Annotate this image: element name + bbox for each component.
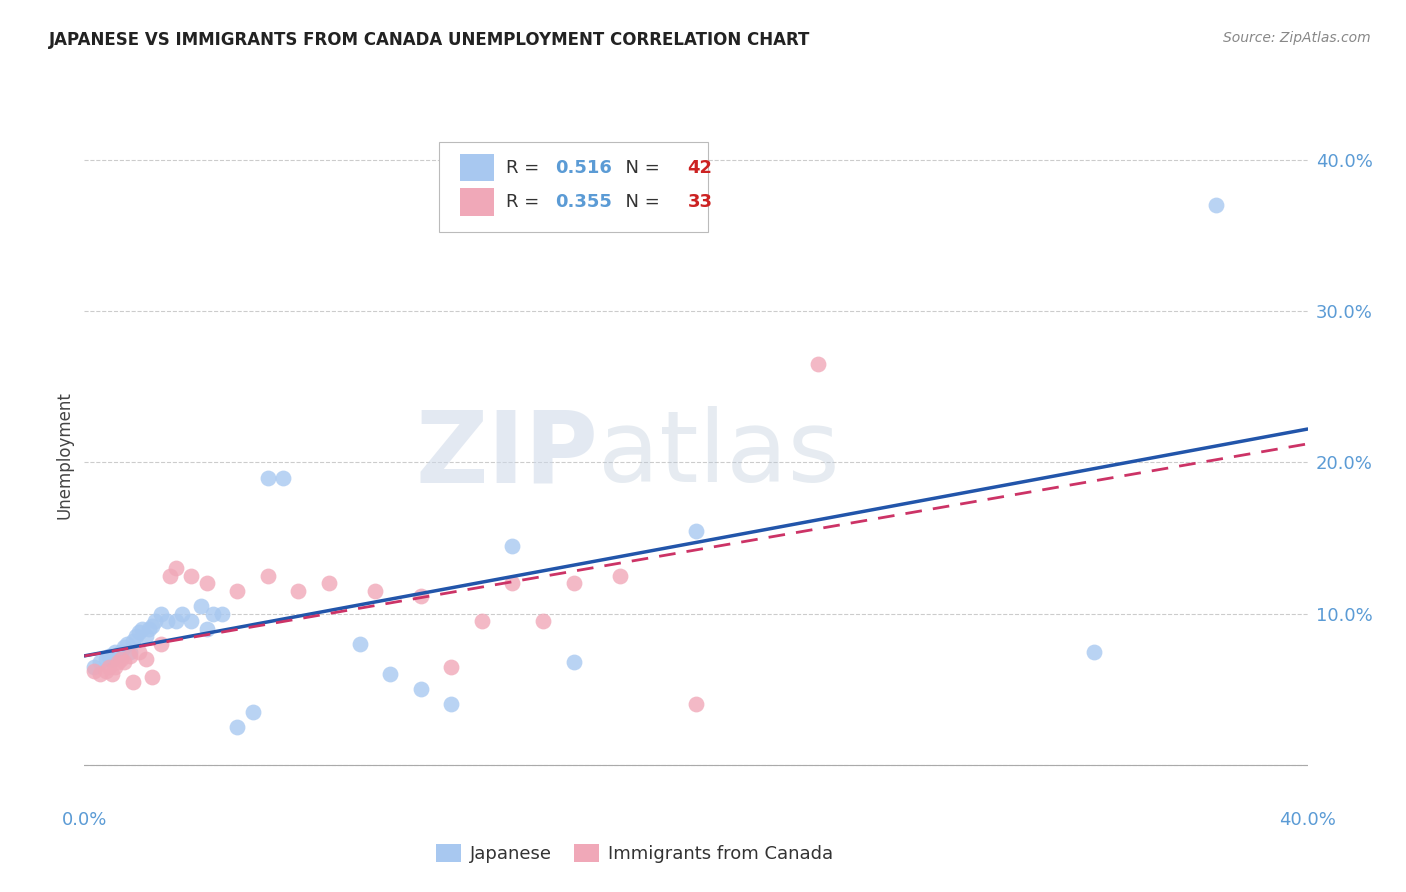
Legend: Japanese, Immigrants from Canada: Japanese, Immigrants from Canada <box>429 837 841 871</box>
Point <box>115 637 138 651</box>
Point <box>97 659 120 673</box>
Point <box>271 470 294 484</box>
Point <box>257 470 280 484</box>
Point <box>172 607 194 621</box>
Point <box>120 649 142 664</box>
Point <box>226 720 249 734</box>
Point <box>364 584 387 599</box>
Point <box>211 607 233 621</box>
Point <box>94 664 117 678</box>
Y-axis label: Unemployment: Unemployment <box>55 391 73 519</box>
Point <box>141 670 163 684</box>
Point <box>159 569 181 583</box>
Point <box>128 644 150 658</box>
Point <box>409 682 432 697</box>
Point <box>165 615 187 629</box>
Point <box>122 674 145 689</box>
Point <box>94 652 117 666</box>
Text: 0.355: 0.355 <box>555 194 612 211</box>
Point <box>122 634 145 648</box>
Point <box>135 629 157 643</box>
Point <box>562 655 585 669</box>
Point <box>190 599 212 614</box>
Point <box>685 698 707 712</box>
Point <box>104 659 127 673</box>
Point <box>120 644 142 658</box>
Bar <box>460 188 494 216</box>
Point <box>165 561 187 575</box>
Point <box>201 607 224 621</box>
Point <box>135 652 157 666</box>
Point <box>531 615 554 629</box>
Point <box>502 539 524 553</box>
Point <box>562 576 585 591</box>
Point <box>502 576 524 591</box>
Point <box>287 584 309 599</box>
Point <box>807 357 830 371</box>
Point <box>125 629 148 643</box>
Point <box>1083 644 1105 658</box>
Point <box>609 569 631 583</box>
Point <box>195 576 218 591</box>
Text: atlas: atlas <box>598 407 839 503</box>
Point <box>104 649 127 664</box>
Point <box>380 667 402 681</box>
Text: R =: R = <box>506 194 546 211</box>
Point <box>242 705 264 719</box>
Point <box>128 624 150 639</box>
Point <box>349 637 371 651</box>
Text: JAPANESE VS IMMIGRANTS FROM CANADA UNEMPLOYMENT CORRELATION CHART: JAPANESE VS IMMIGRANTS FROM CANADA UNEMP… <box>49 31 811 49</box>
Point <box>112 640 135 654</box>
Text: 42: 42 <box>688 159 713 177</box>
Point <box>131 622 153 636</box>
Text: Source: ZipAtlas.com: Source: ZipAtlas.com <box>1223 31 1371 45</box>
Text: 0.516: 0.516 <box>555 159 612 177</box>
Point <box>89 667 111 681</box>
Point <box>110 652 132 666</box>
Point <box>471 615 494 629</box>
Point <box>257 569 280 583</box>
Point <box>1205 198 1227 212</box>
Point <box>101 652 124 666</box>
Point <box>89 655 111 669</box>
Point <box>156 615 179 629</box>
Text: 33: 33 <box>688 194 713 211</box>
Point <box>138 622 160 636</box>
Text: N =: N = <box>614 159 665 177</box>
Point <box>141 619 163 633</box>
Point <box>440 659 463 673</box>
Point <box>149 637 172 651</box>
Point <box>180 615 202 629</box>
Point <box>83 659 105 673</box>
Point <box>110 644 132 658</box>
Point <box>685 524 707 538</box>
Point <box>83 664 105 678</box>
Point <box>180 569 202 583</box>
Text: R =: R = <box>506 159 546 177</box>
Point <box>149 607 172 621</box>
Bar <box>460 153 494 181</box>
Point <box>226 584 249 599</box>
Point <box>409 589 432 603</box>
Point <box>97 649 120 664</box>
Text: ZIP: ZIP <box>415 407 598 503</box>
Point <box>112 655 135 669</box>
Point <box>107 655 129 669</box>
Point <box>143 615 166 629</box>
Point <box>195 622 218 636</box>
Point <box>104 644 127 658</box>
Text: N =: N = <box>614 194 665 211</box>
Point <box>440 698 463 712</box>
Point <box>107 648 129 662</box>
Point <box>318 576 340 591</box>
FancyBboxPatch shape <box>439 142 709 232</box>
Point <box>101 667 124 681</box>
